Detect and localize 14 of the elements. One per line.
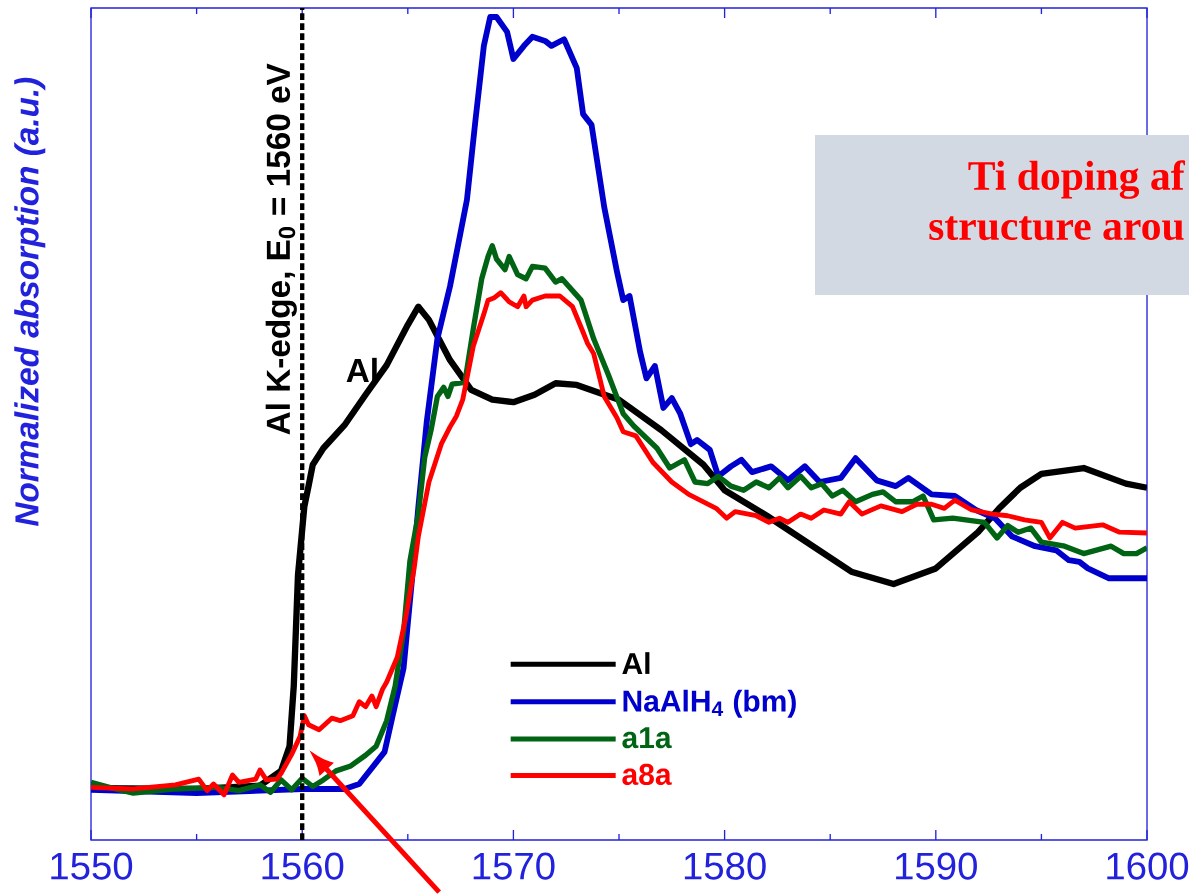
legend-label: a1a bbox=[622, 727, 672, 749]
ref-line-label: Al K-edge, E$_{0}$ = 1560 eV bbox=[265, 63, 297, 435]
x-tick-label: 1580 bbox=[684, 852, 766, 880]
annotation: Ti doping af bbox=[968, 160, 1186, 199]
legend-label: a8a bbox=[622, 763, 672, 786]
x-tick-label: 1590 bbox=[896, 852, 977, 880]
annotation: structure arou bbox=[929, 216, 1184, 241]
x-tick-label: 1570 bbox=[473, 852, 555, 880]
x-tick-label: 1560 bbox=[262, 852, 344, 880]
legend-label: Al bbox=[622, 652, 650, 674]
legend-label: NaAlH$_{4}$ (bm) bbox=[623, 689, 796, 718]
x-tick-label: 1600 bbox=[1107, 852, 1189, 880]
y-axis-title: Normalized absorption (a.u.) bbox=[14, 77, 46, 527]
x-tick-label: 1550 bbox=[51, 852, 133, 880]
